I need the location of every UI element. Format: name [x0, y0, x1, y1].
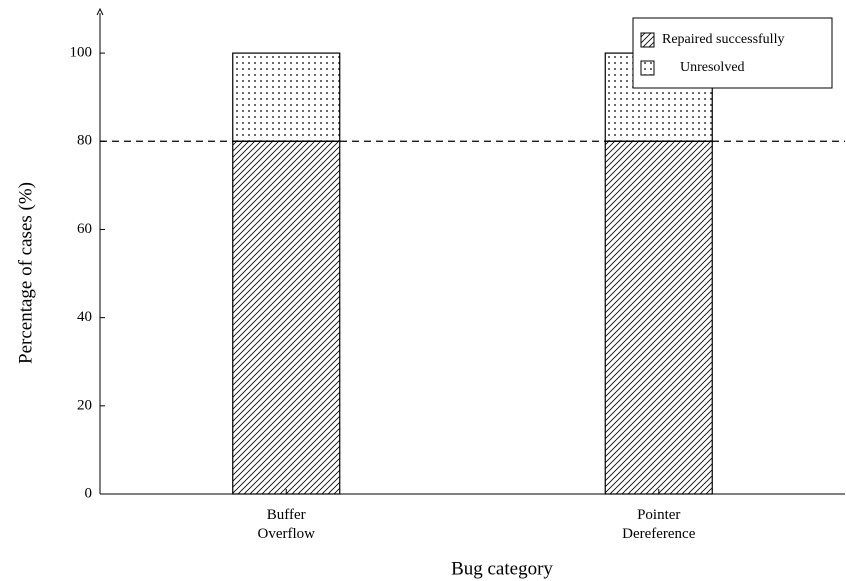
- bar-segment: [232, 52, 341, 142]
- x-axis-label: Bug category: [451, 558, 553, 579]
- y-tick-label: 60: [77, 221, 92, 237]
- y-axis-label: Percentage of cases (%): [15, 182, 36, 364]
- x-tick-label: Buffer Overflow: [257, 507, 315, 542]
- bar-segment: [232, 140, 341, 495]
- legend-swatch: [640, 32, 655, 48]
- legend-box: [632, 17, 833, 89]
- y-tick-label: 40: [77, 309, 92, 325]
- y-tick-label: 100: [70, 45, 93, 61]
- legend-label: Unresolved: [680, 60, 745, 75]
- y-axis-arrow: [96, 7, 104, 16]
- legend-label: Repaired successfully: [662, 32, 784, 47]
- legend-swatch: [640, 60, 655, 76]
- y-tick-label: 80: [77, 133, 92, 149]
- x-tick-label: Pointer Dereference: [622, 507, 696, 542]
- bar-segment: [604, 140, 713, 495]
- y-tick-label: 20: [77, 397, 92, 413]
- y-tick-label: 0: [85, 485, 93, 501]
